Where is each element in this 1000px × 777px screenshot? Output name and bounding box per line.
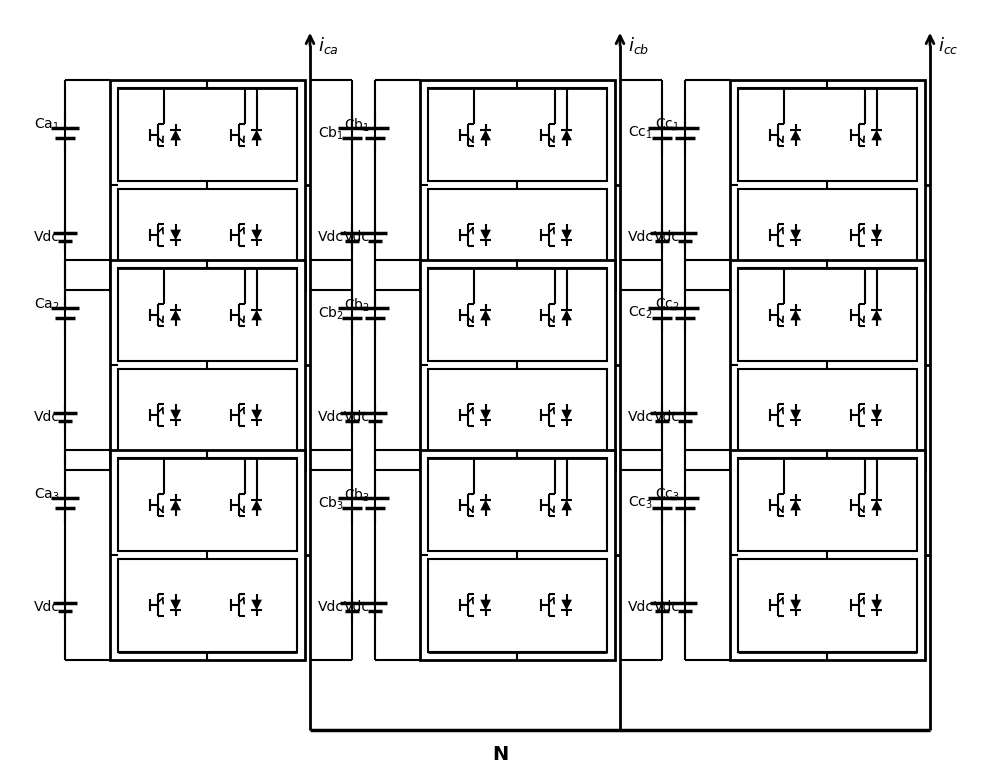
Polygon shape xyxy=(790,500,801,510)
Text: Cb$_{3}$: Cb$_{3}$ xyxy=(344,486,370,503)
Text: Cb$_{3}$: Cb$_{3}$ xyxy=(318,494,344,512)
Polygon shape xyxy=(790,230,801,240)
Text: Cb$_{1}$: Cb$_{1}$ xyxy=(344,117,370,134)
Polygon shape xyxy=(251,500,262,510)
Text: Cc$_{2}$: Cc$_{2}$ xyxy=(655,297,680,313)
Polygon shape xyxy=(480,500,491,510)
Bar xyxy=(118,369,297,462)
Text: Vdc: Vdc xyxy=(318,410,344,424)
Bar xyxy=(110,80,305,290)
Polygon shape xyxy=(561,130,572,141)
Polygon shape xyxy=(170,230,181,240)
Polygon shape xyxy=(480,409,491,420)
Polygon shape xyxy=(561,230,572,240)
Polygon shape xyxy=(790,600,801,610)
Polygon shape xyxy=(251,230,262,240)
Polygon shape xyxy=(251,130,262,141)
Polygon shape xyxy=(871,500,882,510)
Bar xyxy=(428,268,607,361)
Polygon shape xyxy=(251,600,262,610)
Polygon shape xyxy=(480,600,491,610)
Bar xyxy=(118,268,297,361)
Text: Vdc: Vdc xyxy=(654,600,680,614)
Polygon shape xyxy=(561,600,572,610)
Text: Cc$_{1}$: Cc$_{1}$ xyxy=(628,125,653,141)
Text: Cb$_{2}$: Cb$_{2}$ xyxy=(344,296,370,314)
Text: Vdc: Vdc xyxy=(318,230,344,244)
Bar xyxy=(110,260,305,470)
Polygon shape xyxy=(170,409,181,420)
Polygon shape xyxy=(790,409,801,420)
Text: Vdc: Vdc xyxy=(344,230,370,244)
Text: Ca$_{2}$: Ca$_{2}$ xyxy=(34,297,60,313)
Text: N: N xyxy=(492,745,508,764)
Text: Cc$_{3}$: Cc$_{3}$ xyxy=(655,487,680,503)
Polygon shape xyxy=(871,600,882,610)
Polygon shape xyxy=(871,409,882,420)
Polygon shape xyxy=(170,310,181,320)
Text: Cb$_{1}$: Cb$_{1}$ xyxy=(318,124,344,141)
Bar xyxy=(118,559,297,652)
Polygon shape xyxy=(251,409,262,420)
Bar xyxy=(420,260,615,470)
Text: Vdc: Vdc xyxy=(654,230,680,244)
Text: Vdc: Vdc xyxy=(34,600,60,614)
Bar xyxy=(738,88,917,181)
Polygon shape xyxy=(251,310,262,320)
Bar xyxy=(428,369,607,462)
Text: Vdc: Vdc xyxy=(628,410,654,424)
Bar xyxy=(738,268,917,361)
Polygon shape xyxy=(480,310,491,320)
Bar xyxy=(738,559,917,652)
Text: $i_{cc}$: $i_{cc}$ xyxy=(938,35,959,56)
Bar xyxy=(428,88,607,181)
Text: Vdc: Vdc xyxy=(344,600,370,614)
Text: Cc$_{3}$: Cc$_{3}$ xyxy=(628,495,653,511)
Text: $i_{ca}$: $i_{ca}$ xyxy=(318,35,339,56)
Bar xyxy=(110,450,305,660)
Polygon shape xyxy=(871,130,882,141)
Bar xyxy=(738,369,917,462)
Text: Vdc: Vdc xyxy=(628,230,654,244)
Text: Vdc: Vdc xyxy=(344,410,370,424)
Bar xyxy=(420,450,615,660)
Polygon shape xyxy=(170,600,181,610)
Bar xyxy=(428,189,607,282)
Bar xyxy=(118,189,297,282)
Polygon shape xyxy=(871,310,882,320)
Polygon shape xyxy=(790,130,801,141)
Text: Vdc: Vdc xyxy=(628,600,654,614)
Bar xyxy=(738,189,917,282)
Text: Cc$_{1}$: Cc$_{1}$ xyxy=(655,117,680,133)
Polygon shape xyxy=(790,310,801,320)
Polygon shape xyxy=(480,230,491,240)
Text: Vdc: Vdc xyxy=(34,230,60,244)
Text: Ca$_{3}$: Ca$_{3}$ xyxy=(34,487,60,503)
Text: Vdc: Vdc xyxy=(34,410,60,424)
Bar xyxy=(730,260,925,470)
Text: Cc$_{2}$: Cc$_{2}$ xyxy=(628,305,653,321)
Bar xyxy=(730,80,925,290)
Bar xyxy=(118,88,297,181)
Bar xyxy=(118,458,297,551)
Text: Ca$_{1}$: Ca$_{1}$ xyxy=(34,117,60,133)
Polygon shape xyxy=(561,310,572,320)
Bar xyxy=(420,80,615,290)
Polygon shape xyxy=(561,409,572,420)
Polygon shape xyxy=(480,130,491,141)
Text: $i_{cb}$: $i_{cb}$ xyxy=(628,35,649,56)
Polygon shape xyxy=(170,130,181,141)
Bar xyxy=(428,559,607,652)
Text: Cb$_{2}$: Cb$_{2}$ xyxy=(318,305,344,322)
Bar xyxy=(730,450,925,660)
Bar xyxy=(738,458,917,551)
Polygon shape xyxy=(170,500,181,510)
Polygon shape xyxy=(561,500,572,510)
Text: Vdc: Vdc xyxy=(654,410,680,424)
Bar xyxy=(428,458,607,551)
Text: Vdc: Vdc xyxy=(318,600,344,614)
Polygon shape xyxy=(871,230,882,240)
